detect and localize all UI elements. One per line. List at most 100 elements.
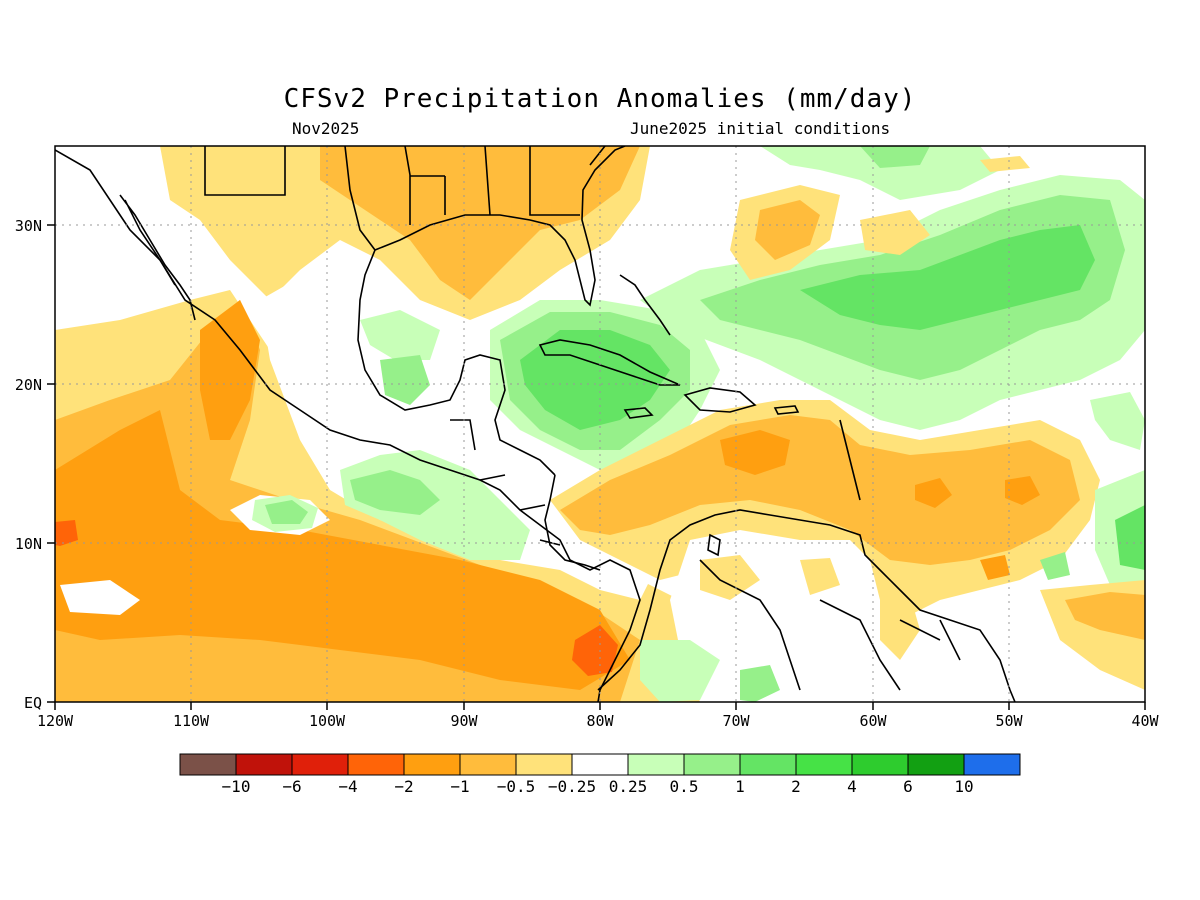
colorbar-swatch bbox=[851, 753, 909, 776]
colorbar-swatch bbox=[627, 753, 685, 776]
colorbar-swatch bbox=[459, 753, 517, 776]
colorbar-label: 10 bbox=[954, 777, 973, 796]
lon-tick-label: 40W bbox=[1131, 712, 1159, 730]
lat-tick-label: 10N bbox=[15, 535, 42, 553]
colorbar-swatch bbox=[963, 753, 1021, 776]
mexico-pacific-coast bbox=[55, 149, 641, 702]
lat-tick-label: EQ bbox=[24, 694, 42, 712]
colorbar-swatch bbox=[683, 753, 741, 776]
lon-tick-label: 90W bbox=[450, 712, 478, 730]
lon-tick-label: 80W bbox=[586, 712, 614, 730]
venezuela-lake bbox=[707, 533, 721, 557]
colorbar-label: 4 bbox=[847, 777, 857, 796]
colorbar-label: 0.25 bbox=[609, 777, 648, 796]
coastlines bbox=[55, 146, 1016, 702]
atlantic-wet-patch-small bbox=[1040, 552, 1070, 580]
longitude-labels: 120W 110W 100W 90W 80W 70W 60W 50W 40W bbox=[37, 712, 1160, 730]
pacific-white-patch bbox=[60, 580, 140, 615]
colorbar-label: −6 bbox=[282, 777, 301, 796]
colorbar-swatch bbox=[235, 753, 293, 776]
colorbar-label: −2 bbox=[394, 777, 413, 796]
south-america-dry-patch-2 bbox=[800, 558, 840, 595]
south-america-north-coast bbox=[597, 509, 1016, 702]
colorbar-swatch bbox=[571, 753, 629, 776]
lon-tick-label: 60W bbox=[859, 712, 887, 730]
lat-tick-label: 20N bbox=[15, 376, 42, 394]
atlantic-wet-patch-east bbox=[1090, 392, 1145, 450]
colorbar-swatch bbox=[347, 753, 405, 776]
colorbar: −10 −6 −4 −2 −1 −0.5 −0.25 0.25 0.5 1 2 4 6 10 bbox=[179, 753, 1021, 796]
atlantic-dry-patch-2 bbox=[860, 210, 930, 255]
baja-california bbox=[119, 194, 196, 321]
central-america-caribbean bbox=[544, 474, 601, 571]
south-caribbean-dry-core bbox=[720, 430, 790, 475]
lon-tick-label: 70W bbox=[722, 712, 750, 730]
pacific-wet-patch-core bbox=[265, 500, 308, 524]
anomaly-field bbox=[55, 146, 1145, 702]
pacific-strong-dry bbox=[572, 625, 618, 676]
latitude-labels: EQ 10N 20N 30N bbox=[15, 217, 42, 712]
atlantic-dry-patch-3 bbox=[980, 156, 1030, 172]
central-america-borders bbox=[450, 419, 561, 546]
atlantic-dry-core-2 bbox=[1005, 476, 1040, 505]
south-america-dry-patch-3 bbox=[880, 595, 920, 660]
lon-tick-label: 100W bbox=[309, 712, 346, 730]
puerto-rico bbox=[773, 405, 800, 415]
colorbar-label: 0.5 bbox=[670, 777, 699, 796]
hispaniola bbox=[683, 387, 757, 413]
colorbar-swatch bbox=[403, 753, 461, 776]
atlantic-dry-patch-core bbox=[755, 200, 820, 260]
lat-tick-label: 30N bbox=[15, 217, 42, 235]
colorbar-label: 1 bbox=[735, 777, 745, 796]
bahamas bbox=[619, 274, 671, 336]
pacific-dry-core bbox=[55, 410, 630, 690]
colorbar-swatch bbox=[291, 753, 349, 776]
colorbar-label: −0.5 bbox=[497, 777, 536, 796]
colorbar-swatch bbox=[515, 753, 573, 776]
colorbar-label: −4 bbox=[338, 777, 357, 796]
south-america-dry-patch bbox=[700, 555, 760, 600]
colombia-wet bbox=[640, 640, 720, 702]
colorbar-label: −0.25 bbox=[548, 777, 596, 796]
colorbar-swatch bbox=[907, 753, 965, 776]
jamaica bbox=[623, 407, 654, 419]
pacific-west-strong-dry bbox=[55, 520, 78, 546]
yucatan-wet bbox=[360, 310, 440, 360]
colorbar-swatch bbox=[739, 753, 797, 776]
colorbar-label: −1 bbox=[450, 777, 469, 796]
gulf-dry-core bbox=[320, 146, 640, 300]
us-state-borders bbox=[204, 146, 606, 225]
lesser-antilles bbox=[839, 419, 861, 501]
atlantic-dry-core-1 bbox=[915, 478, 952, 508]
gulf-coast bbox=[344, 146, 626, 307]
cuba bbox=[538, 339, 681, 386]
bay-of-campeche-wet bbox=[380, 355, 430, 405]
east-atlantic-dry-core bbox=[1065, 592, 1145, 640]
colorbar-swatch bbox=[795, 753, 853, 776]
atlantic-north-wet bbox=[760, 146, 1000, 200]
tick-marks bbox=[47, 224, 1146, 710]
colombia-wet-core bbox=[740, 665, 780, 702]
central-america-wet-core bbox=[350, 470, 440, 515]
south-caribbean-dry-mid bbox=[560, 415, 1080, 565]
initial-conditions-label: June2025 initial conditions bbox=[630, 119, 891, 138]
central-america-neutral bbox=[260, 260, 660, 600]
east-atlantic-wet-core bbox=[1115, 505, 1145, 570]
lon-tick-label: 110W bbox=[173, 712, 210, 730]
colorbar-label: 2 bbox=[791, 777, 801, 796]
lon-tick-label: 120W bbox=[37, 712, 74, 730]
gridlines bbox=[55, 146, 1145, 702]
pacific-dry-tongue bbox=[200, 300, 260, 440]
colorbar-label: −10 bbox=[222, 777, 251, 796]
atlantic-north-wet-core bbox=[860, 146, 930, 168]
south-america-borders bbox=[699, 559, 961, 691]
valid-month-label: Nov2025 bbox=[292, 119, 360, 138]
colorbar-swatch bbox=[179, 753, 237, 776]
atlantic-dry-core-3 bbox=[980, 555, 1010, 580]
lon-tick-label: 50W bbox=[995, 712, 1023, 730]
colorbar-label: 6 bbox=[903, 777, 913, 796]
atlantic-wet-core bbox=[800, 225, 1095, 330]
mexico-gulf-coast bbox=[357, 249, 556, 476]
map-title: CFSv2 Precipitation Anomalies (mm/day) bbox=[283, 84, 917, 114]
